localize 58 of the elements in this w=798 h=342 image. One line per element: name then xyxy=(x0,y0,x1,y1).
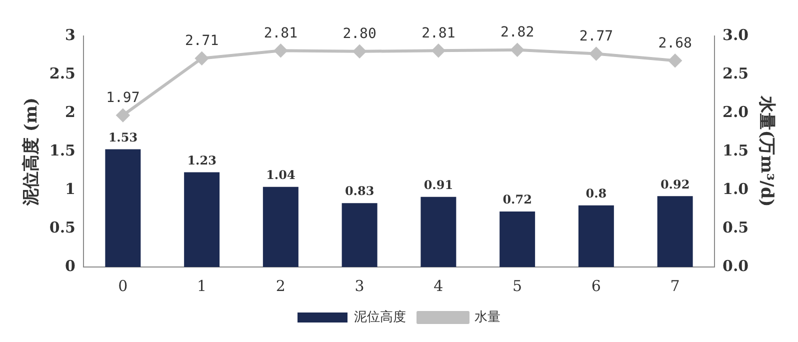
data-label: 1.53 xyxy=(108,130,138,144)
data-label: 0.83 xyxy=(344,184,374,198)
y2-tick-label: 2.5 xyxy=(722,64,749,82)
data-label: 0.91 xyxy=(424,178,454,192)
x-tick-label: 3 xyxy=(354,276,364,295)
data-label: 2.68 xyxy=(658,35,692,52)
data-label: 0.8 xyxy=(586,186,607,201)
bar xyxy=(342,203,378,267)
x-tick-label: 7 xyxy=(670,276,680,295)
bar xyxy=(105,149,141,267)
data-label: 2.80 xyxy=(342,26,376,42)
y2-tick-label: 2.0 xyxy=(722,102,749,121)
point xyxy=(116,108,130,122)
bar xyxy=(500,212,536,267)
data-label: 2.77 xyxy=(579,28,614,44)
bar xyxy=(184,172,220,267)
data-label: 0.72 xyxy=(502,192,532,207)
y-tick-label: 0.5 xyxy=(49,218,76,236)
x-tick-label: 4 xyxy=(434,276,444,295)
data-label: 2.81 xyxy=(422,25,456,42)
data-label: 2.82 xyxy=(500,24,534,40)
y2-tick-label: 3.0 xyxy=(722,26,749,44)
x-tick-label: 5 xyxy=(512,276,522,295)
y2-axis-title: 水量(万m³/d) xyxy=(756,95,776,207)
bar xyxy=(420,196,456,267)
point xyxy=(668,54,682,68)
y-tick-label: 0 xyxy=(65,256,76,275)
y-tick-label: 2.5 xyxy=(49,64,76,82)
bar xyxy=(262,186,298,267)
point xyxy=(432,44,445,58)
bar xyxy=(578,205,614,267)
y-tick-label: 1.5 xyxy=(49,141,76,160)
point xyxy=(353,44,366,58)
x-tick-label: 0 xyxy=(118,276,128,295)
point xyxy=(510,43,524,56)
point xyxy=(590,47,603,60)
y2-tick-label: 0.0 xyxy=(722,256,749,275)
point xyxy=(274,44,288,58)
data-label: 2.81 xyxy=(264,25,298,42)
y-tick-label: 1 xyxy=(65,180,76,198)
data-label: 1.04 xyxy=(266,168,296,182)
x-tick-label: 2 xyxy=(276,276,286,295)
data-label: 0.92 xyxy=(660,177,690,192)
y-axis-title: 泥位高度 (m) xyxy=(22,98,42,206)
data-label: 2.71 xyxy=(184,32,219,49)
point xyxy=(195,52,208,65)
legend-label: 水量 xyxy=(474,310,500,325)
y2-tick-label: 1.0 xyxy=(722,180,749,198)
data-label: 1.23 xyxy=(187,153,216,168)
y-tick-label: 3 xyxy=(65,26,76,44)
x-tick-label: 1 xyxy=(197,276,207,295)
bar xyxy=(657,196,693,267)
y-tick-label: 2 xyxy=(65,102,76,121)
legend-label: 泥位高度 xyxy=(354,308,406,325)
data-label: 1.97 xyxy=(106,90,140,106)
y2-tick-label: 1.5 xyxy=(722,141,749,160)
y2-tick-label: 0.5 xyxy=(722,218,749,236)
x-tick-label: 6 xyxy=(591,276,601,295)
